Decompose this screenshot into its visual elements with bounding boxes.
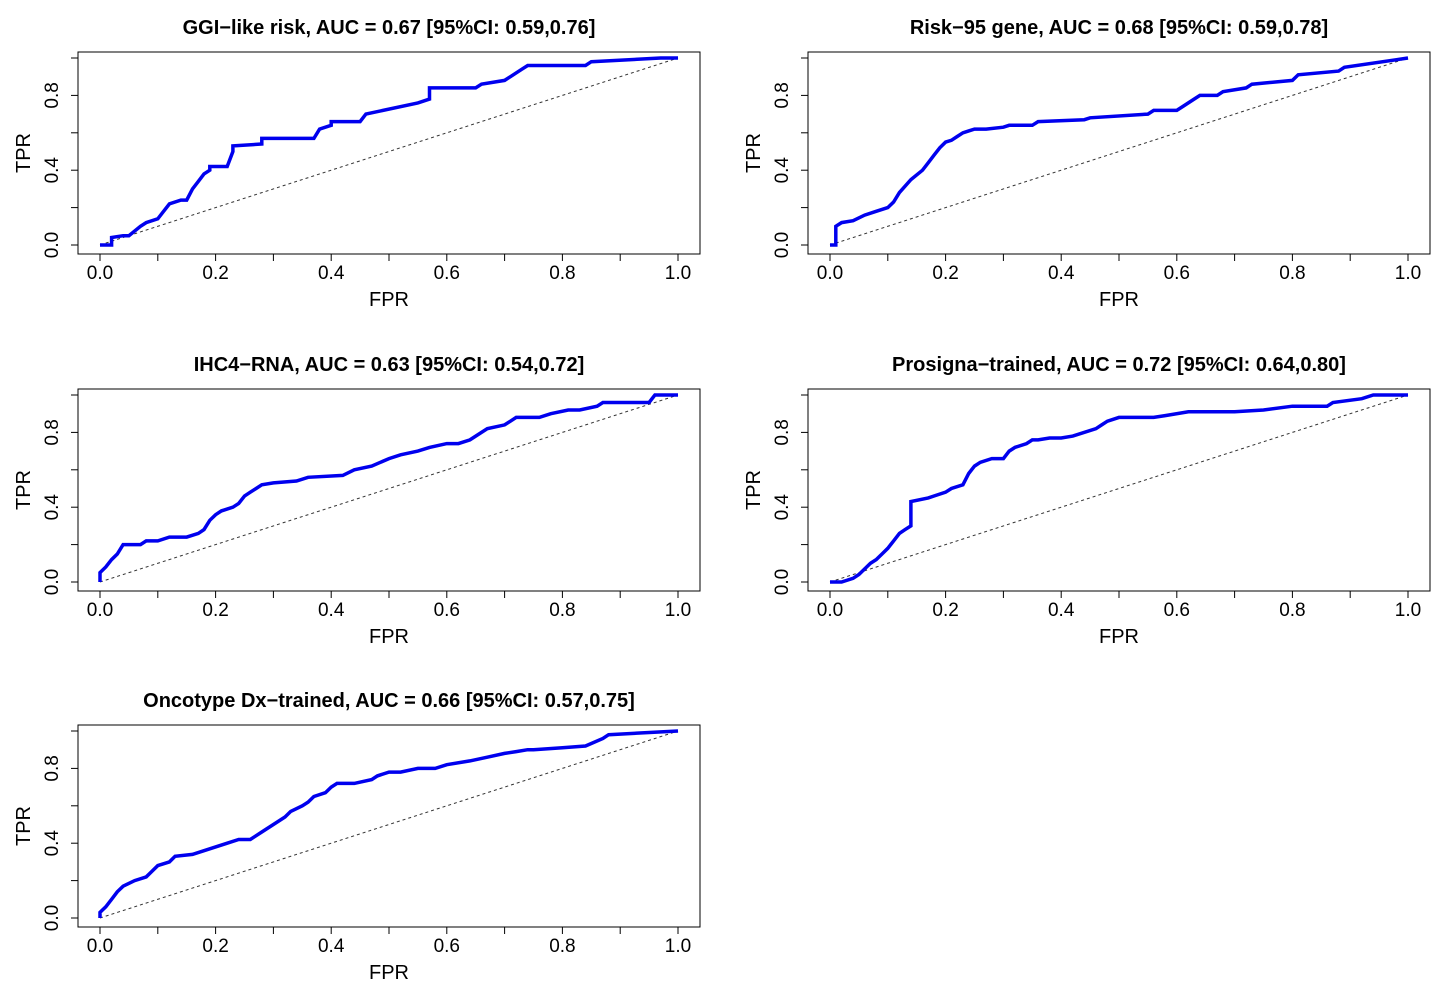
roc-panel-3: IHC4−RNA, AUC = 0.63 [95%CI: 0.54,0.72] 0…: [13, 354, 701, 648]
plot-frame: [77, 724, 701, 928]
y-tick-label: 0.4: [772, 157, 793, 184]
x-tick-label: 0.0: [87, 263, 113, 284]
plot-frame: [807, 388, 1431, 592]
diagonal-reference-line: [829, 57, 1409, 246]
y-tick-label: 0.4: [772, 494, 793, 521]
x-tick-label: 0.2: [932, 600, 958, 621]
y-tick-label: 0.4: [42, 157, 63, 184]
x-tick-label: 0.0: [87, 600, 113, 621]
x-tick-label: 0.8: [1279, 600, 1305, 621]
x-tick-label: 0.4: [318, 600, 345, 621]
roc-panel-5: Oncotype Dx−trained, AUC = 0.66 [95%CI: …: [13, 690, 701, 984]
x-tick-label: 0.2: [202, 263, 228, 284]
x-tick-label: 0.6: [1164, 263, 1190, 284]
x-tick-label: 0.0: [87, 936, 113, 957]
y-tick-label: 0.4: [42, 494, 63, 521]
diagonal-reference-line: [99, 57, 679, 246]
x-tick-label: 0.6: [434, 600, 460, 621]
x-axis-label: FPR: [369, 626, 409, 648]
y-tick-label: 0.8: [42, 419, 63, 445]
plot-frame: [77, 388, 701, 592]
roc-panel-4: Prosigna−trained, AUC = 0.72 [95%CI: 0.6…: [743, 354, 1431, 648]
y-axis-label: TPR: [13, 470, 35, 510]
x-tick-label: 0.2: [202, 936, 228, 957]
x-axis-label: FPR: [369, 962, 409, 984]
x-tick-label: 1.0: [665, 600, 691, 621]
roc-panel-1: GGI−like risk, AUC = 0.67 [95%CI: 0.59,0…: [13, 17, 701, 311]
diagonal-reference-line: [99, 394, 679, 583]
y-tick-label: 0.4: [42, 830, 63, 857]
x-tick-label: 1.0: [665, 263, 691, 284]
x-axis-label: FPR: [1099, 626, 1139, 648]
x-tick-label: 1.0: [1395, 263, 1421, 284]
y-tick-label: 0.8: [42, 755, 63, 781]
y-axis-label: TPR: [743, 133, 765, 173]
y-tick-label: 0.0: [42, 905, 63, 931]
roc-curve-series-1: [830, 56, 1409, 247]
x-axis-label: FPR: [369, 289, 409, 311]
plot-frame: [77, 51, 701, 255]
x-tick-label: 0.2: [932, 263, 958, 284]
x-tick-label: 0.4: [318, 936, 345, 957]
roc-curve-series-1: [98, 729, 679, 918]
chart-title: Risk−95 gene, AUC = 0.68 [95%CI: 0.59,0.…: [910, 17, 1328, 39]
plot-frame: [807, 51, 1431, 255]
y-axis-label: TPR: [13, 806, 35, 846]
x-tick-label: 0.6: [1164, 600, 1190, 621]
x-tick-label: 0.0: [817, 600, 843, 621]
x-tick-label: 0.6: [434, 936, 460, 957]
diagonal-reference-line: [829, 394, 1409, 583]
chart-title: IHC4−RNA, AUC = 0.63 [95%CI: 0.54,0.72]: [194, 354, 585, 376]
y-tick-label: 0.8: [772, 419, 793, 445]
x-tick-label: 0.8: [549, 263, 575, 284]
x-tick-label: 0.4: [318, 263, 345, 284]
y-tick-label: 0.0: [772, 232, 793, 258]
y-axis-label: TPR: [743, 470, 765, 510]
roc-curve-series-1: [830, 393, 1408, 584]
y-tick-label: 0.0: [772, 569, 793, 595]
chart-title: Oncotype Dx−trained, AUC = 0.66 [95%CI: …: [143, 690, 635, 712]
x-tick-label: 0.4: [1048, 263, 1075, 284]
diagonal-reference-line: [99, 730, 679, 919]
y-tick-label: 0.0: [42, 232, 63, 258]
x-tick-label: 0.6: [434, 263, 460, 284]
x-tick-label: 0.8: [549, 936, 575, 957]
x-axis-label: FPR: [1099, 289, 1139, 311]
x-tick-label: 0.8: [549, 600, 575, 621]
y-tick-label: 0.8: [42, 82, 63, 108]
y-tick-label: 0.8: [772, 82, 793, 108]
chart-title: GGI−like risk, AUC = 0.67 [95%CI: 0.59,0…: [183, 17, 596, 39]
roc-curve-series-1: [98, 393, 678, 582]
x-tick-label: 0.2: [202, 600, 228, 621]
y-axis-label: TPR: [13, 133, 35, 173]
y-tick-label: 0.0: [42, 569, 63, 595]
roc-curve-series-1: [100, 56, 678, 247]
x-tick-label: 0.0: [817, 263, 843, 284]
x-tick-label: 1.0: [665, 936, 691, 957]
x-tick-label: 0.4: [1048, 600, 1075, 621]
chart-title: Prosigna−trained, AUC = 0.72 [95%CI: 0.6…: [892, 354, 1346, 376]
x-tick-label: 1.0: [1395, 600, 1421, 621]
roc-panel-2: Risk−95 gene, AUC = 0.68 [95%CI: 0.59,0.…: [743, 17, 1431, 311]
x-tick-label: 0.8: [1279, 263, 1305, 284]
